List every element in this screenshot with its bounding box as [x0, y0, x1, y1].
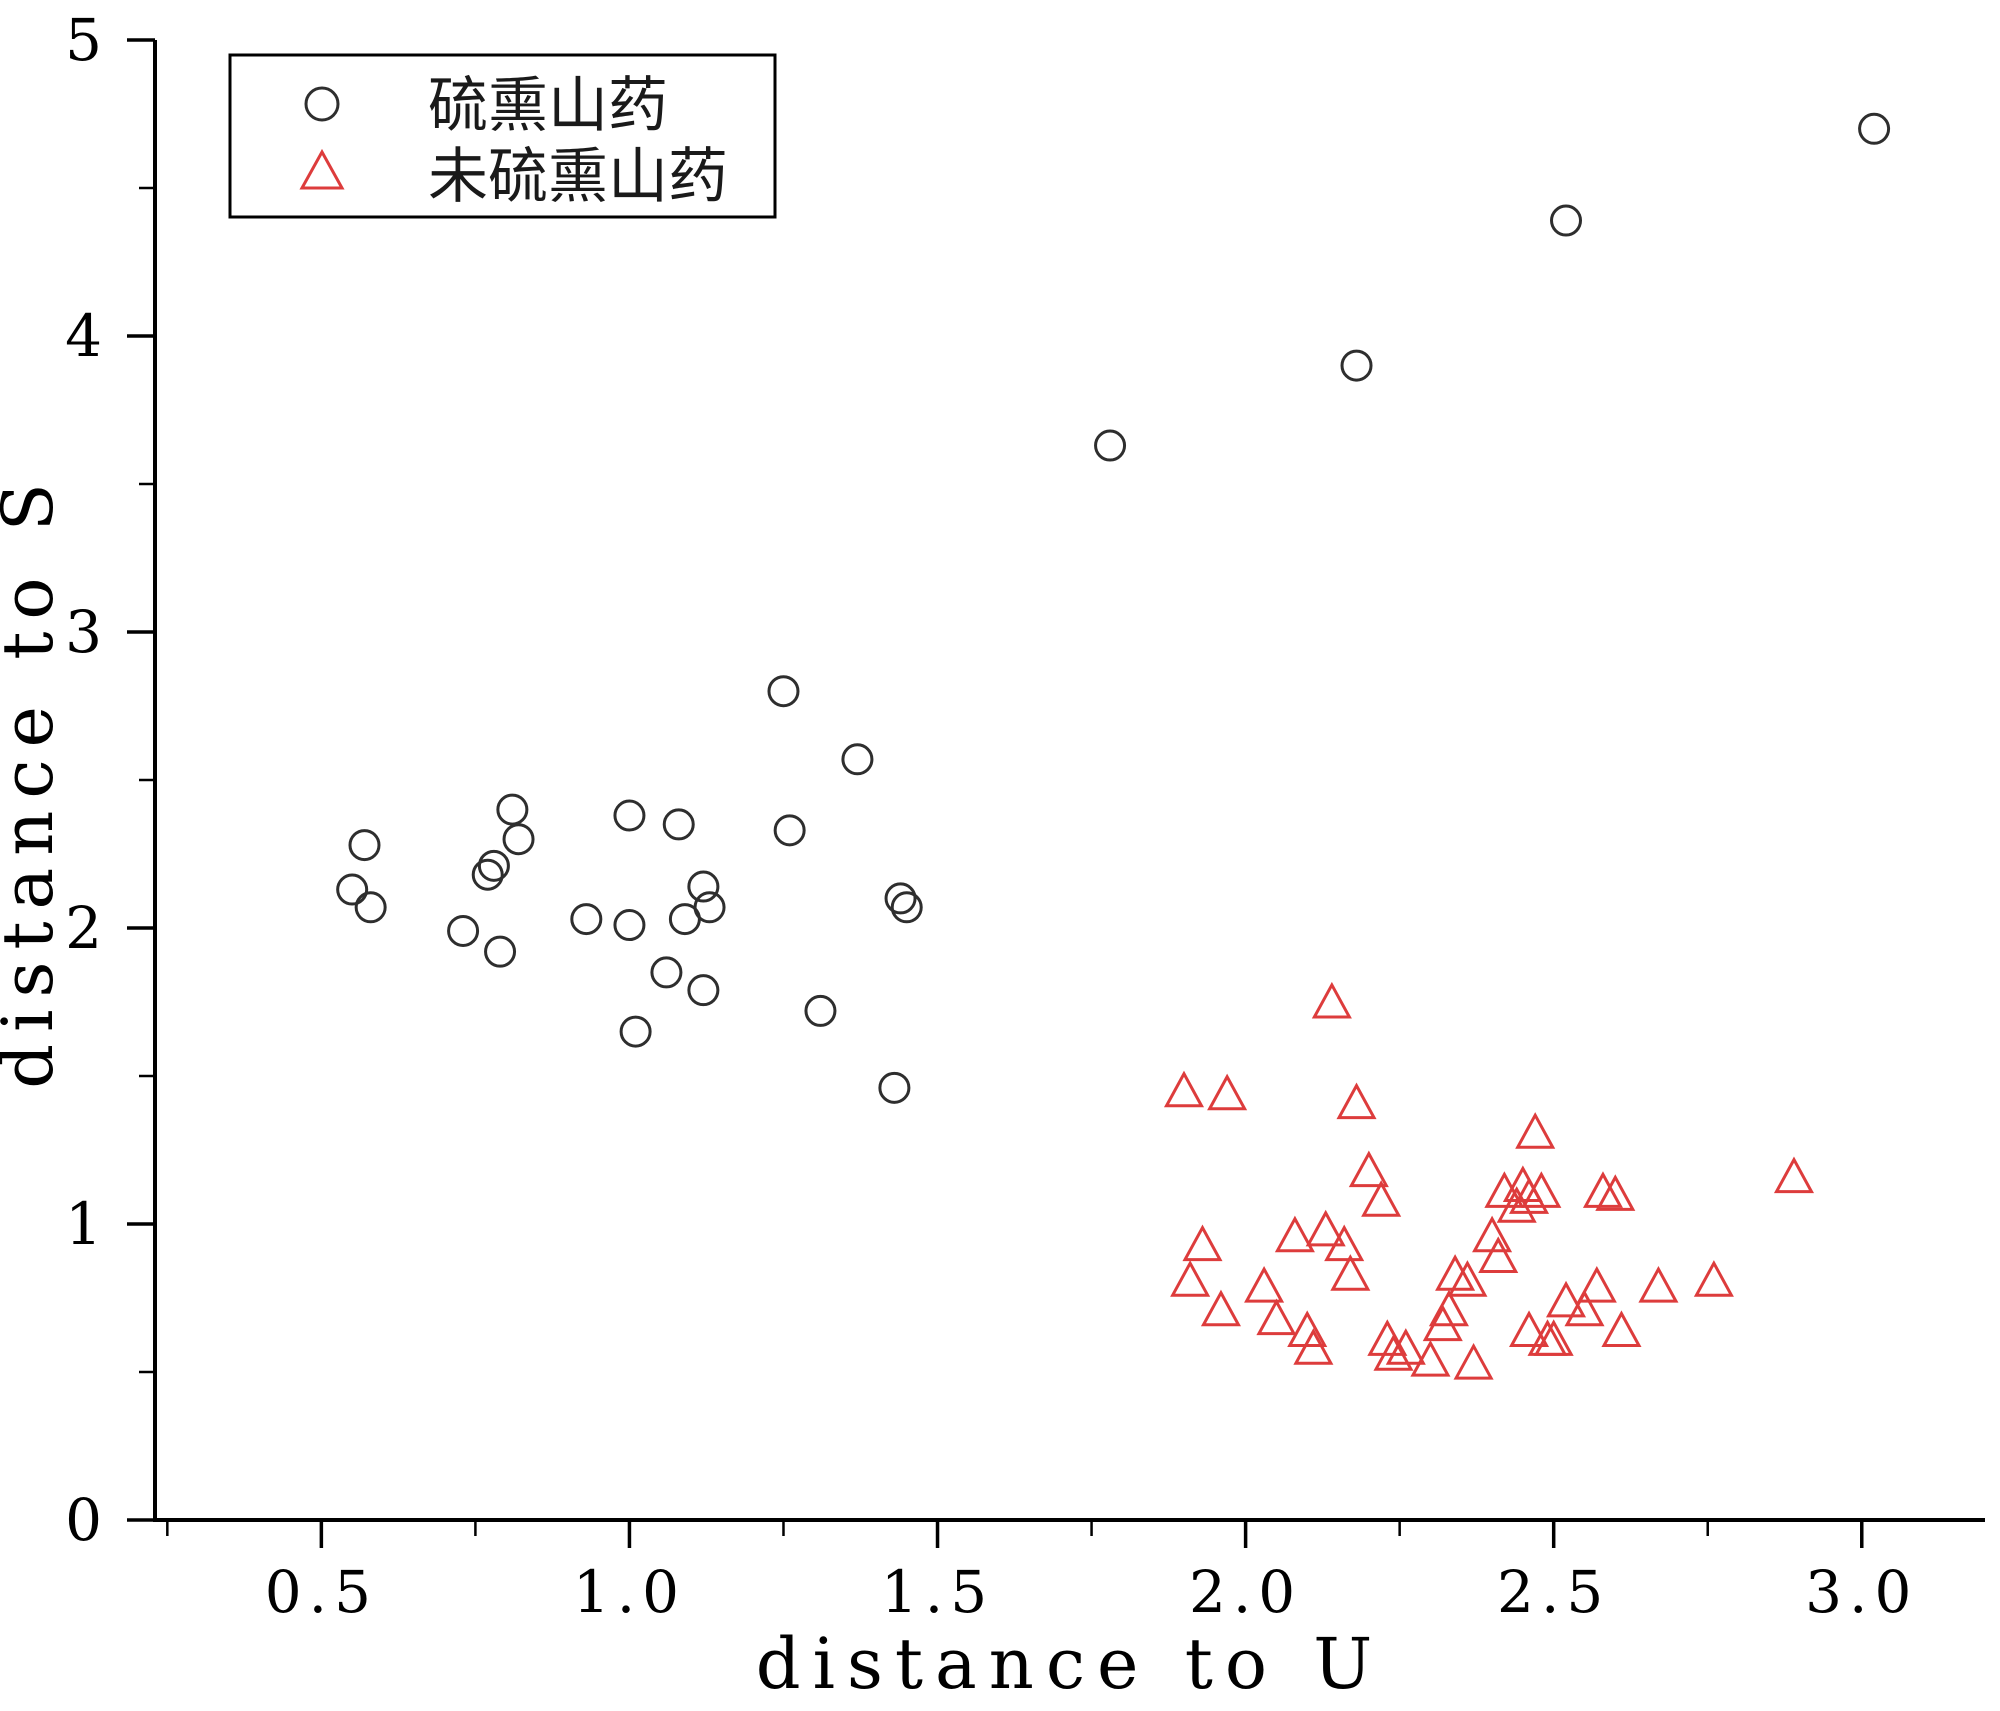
data-point-triangle — [1693, 1260, 1734, 1297]
data-point-circle — [1340, 349, 1373, 382]
data-point-triangle — [1305, 1209, 1346, 1247]
data-point-triangle — [1361, 1180, 1402, 1217]
data-point-circle — [613, 909, 646, 942]
data-point-circle — [662, 808, 695, 841]
legend-label-sulfur-fumigated: 硫熏山药 — [428, 71, 668, 141]
data-point-triangle — [1256, 1298, 1297, 1336]
x-axis-label: distance to U — [756, 1623, 1384, 1705]
legend: 硫熏山药 未硫熏山药 — [228, 53, 777, 219]
data-point-triangle — [1336, 1082, 1377, 1120]
data-point-triangle — [1435, 1254, 1476, 1291]
data-point-circle — [650, 956, 683, 989]
series-circle — [336, 112, 1891, 1104]
y-tick-label: 1 — [65, 1190, 109, 1258]
series-triangle — [1163, 981, 1815, 1380]
data-point-triangle — [1478, 1236, 1519, 1274]
data-point-triangle — [1324, 1224, 1365, 1262]
data-point-triangle — [1601, 1310, 1642, 1348]
y-tick-label: 3 — [65, 598, 109, 666]
data-point-triangle — [1453, 1342, 1494, 1380]
data-point-circle — [496, 793, 529, 826]
plot-area: 0 1 2 3 4 5 0.5 1.0 1.5 2.0 2.5 3.0 — [65, 6, 1985, 1626]
data-point-circle — [477, 849, 510, 882]
legend-triangle-marker-icon — [299, 148, 345, 190]
data-point-circle — [502, 823, 535, 856]
data-point-triangle — [1545, 1280, 1587, 1318]
axis-spines — [153, 40, 1985, 1522]
data-point-circle — [613, 799, 646, 832]
data-point-circle — [471, 858, 504, 891]
legend-label-non-sulfur-fumigated: 未硫熏山药 — [428, 142, 728, 212]
data-point-triangle — [1472, 1215, 1513, 1253]
data-point-triangle — [1274, 1215, 1315, 1253]
data-point-circle — [1550, 204, 1583, 237]
data-point-triangle — [1207, 1073, 1248, 1111]
data-point-circle — [348, 829, 381, 862]
y-tick-label: 2 — [65, 894, 109, 962]
data-point-circle — [804, 994, 837, 1027]
data-point-triangle — [1447, 1260, 1488, 1297]
data-point-triangle — [1515, 1112, 1556, 1149]
data-point-triangle — [1509, 1177, 1550, 1214]
data-point-circle — [687, 870, 720, 903]
data-point-triangle — [1311, 981, 1352, 1019]
data-point-circle — [841, 743, 874, 776]
data-point-triangle — [1163, 1070, 1205, 1108]
data-point-circle — [767, 675, 800, 708]
data-point-triangle — [1509, 1310, 1550, 1348]
y-tick-label: 5 — [65, 6, 109, 74]
data-point-triangle — [1595, 1174, 1636, 1211]
data-point-triangle — [1773, 1156, 1815, 1194]
data-point-circle — [447, 914, 480, 947]
data-point-triangle — [1428, 1289, 1469, 1327]
data-point-circle — [619, 1015, 652, 1048]
y-tick-label: 4 — [65, 302, 109, 370]
data-point-triangle — [1330, 1254, 1371, 1291]
data-point-circle — [570, 903, 603, 936]
data-point-triangle — [1576, 1265, 1617, 1303]
data-point-triangle — [1244, 1265, 1285, 1303]
x-tick-label: 1.0 — [573, 1558, 686, 1626]
x-tick-label: 2.5 — [1497, 1558, 1610, 1626]
data-point-triangle — [1170, 1260, 1211, 1297]
x-tick-label: 0.5 — [265, 1558, 378, 1626]
data-point-triangle — [1564, 1289, 1605, 1327]
data-point-triangle — [1367, 1319, 1408, 1356]
y-axis-label: distance to S — [0, 471, 69, 1088]
data-point-circle — [890, 891, 923, 924]
data-point-triangle — [1533, 1319, 1574, 1356]
data-point-triangle — [1182, 1224, 1223, 1262]
data-point-triangle — [1521, 1171, 1562, 1208]
data-point-triangle — [1293, 1328, 1334, 1365]
legend-circle-marker-icon — [304, 86, 340, 122]
data-point-circle — [354, 891, 387, 924]
data-point-circle — [773, 814, 806, 847]
legend-box — [228, 53, 777, 219]
data-point-triangle — [1484, 1171, 1525, 1208]
data-point-triangle — [1373, 1334, 1414, 1371]
x-tick-label: 3.0 — [1805, 1558, 1918, 1626]
data-point-triangle — [1410, 1339, 1451, 1377]
data-point-triangle — [1582, 1171, 1624, 1208]
data-point-circle — [484, 935, 517, 968]
data-point-circle — [884, 882, 917, 915]
data-point-circle — [1858, 112, 1891, 145]
data-point-circle — [336, 873, 369, 906]
x-tick-label: 1.5 — [881, 1558, 994, 1626]
data-point-triangle — [1638, 1265, 1679, 1303]
y-tick-label: 0 — [65, 1486, 109, 1554]
data-point-circle — [693, 891, 726, 924]
x-tick-label: 2.0 — [1189, 1558, 1302, 1626]
data-point-circle — [878, 1071, 911, 1104]
data-point-circle — [687, 974, 720, 1007]
data-point-triangle — [1200, 1289, 1241, 1327]
data-point-triangle — [1385, 1328, 1426, 1365]
data-point-triangle — [1348, 1150, 1389, 1188]
data-point-circle — [1094, 429, 1127, 462]
